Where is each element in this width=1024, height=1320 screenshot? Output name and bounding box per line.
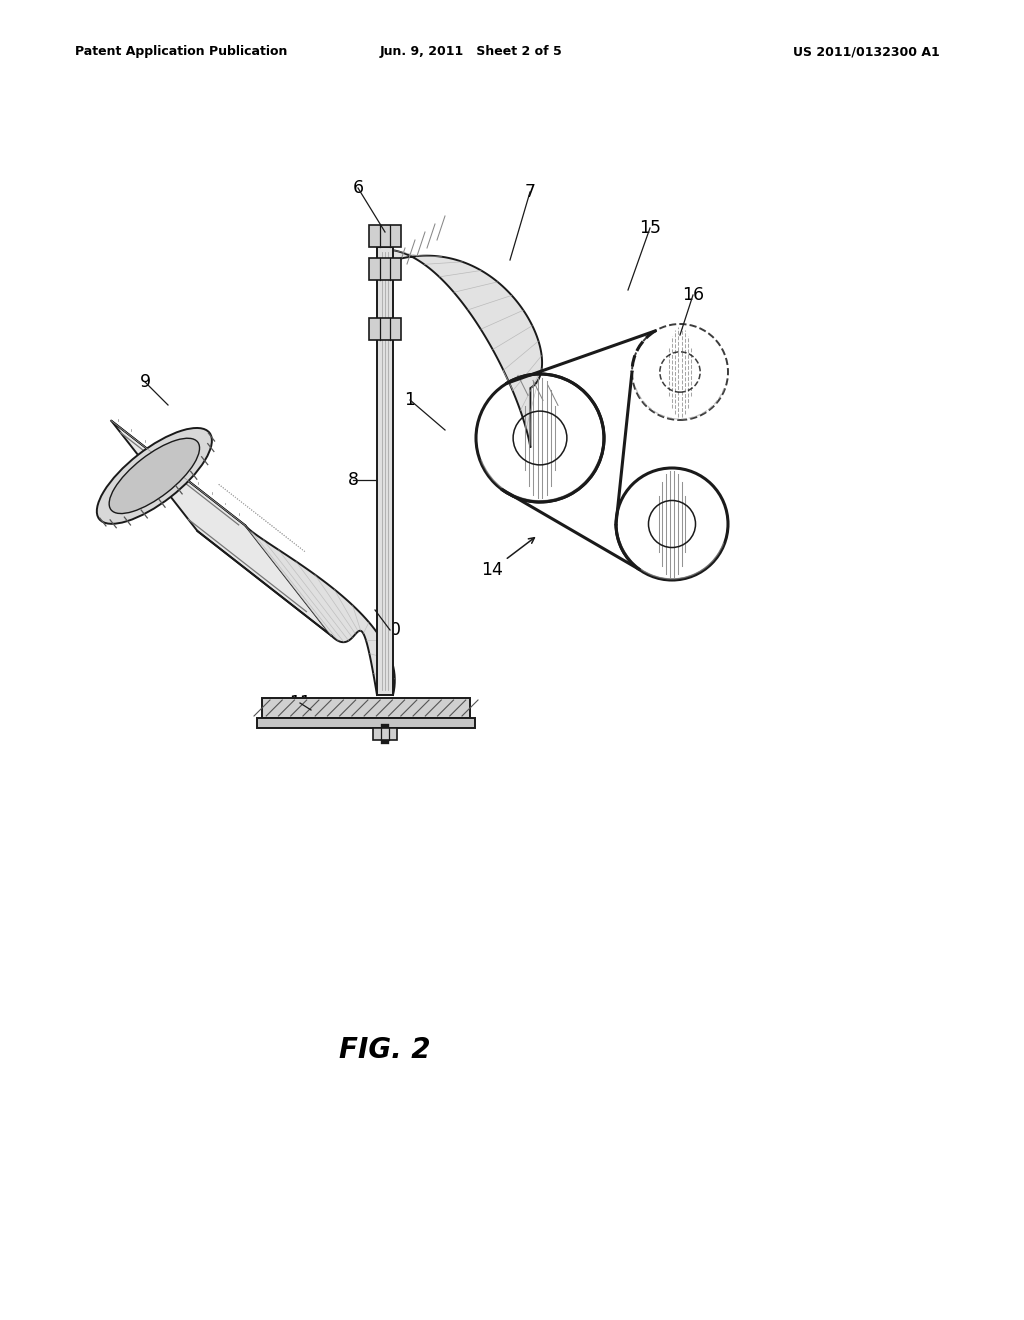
Bar — [369, 224, 401, 247]
Text: 7: 7 — [524, 183, 536, 201]
Polygon shape — [245, 525, 395, 696]
Text: 16: 16 — [682, 286, 705, 304]
Text: 9: 9 — [139, 374, 151, 391]
Bar — [369, 318, 401, 341]
Bar — [257, 718, 475, 729]
Text: 11: 11 — [289, 694, 311, 711]
Bar — [262, 698, 470, 718]
Polygon shape — [378, 249, 542, 447]
Text: 14: 14 — [481, 561, 503, 579]
Text: 6: 6 — [352, 180, 364, 197]
Bar — [377, 247, 393, 696]
Polygon shape — [112, 421, 332, 636]
Text: US 2011/0132300 A1: US 2011/0132300 A1 — [794, 45, 940, 58]
Text: 1: 1 — [404, 391, 416, 409]
Text: 8: 8 — [347, 471, 358, 488]
Text: Jun. 9, 2011   Sheet 2 of 5: Jun. 9, 2011 Sheet 2 of 5 — [380, 45, 563, 58]
Ellipse shape — [97, 428, 212, 524]
Ellipse shape — [110, 438, 200, 513]
Text: Patent Application Publication: Patent Application Publication — [75, 45, 288, 58]
Text: 10: 10 — [379, 620, 401, 639]
Text: FIG. 2: FIG. 2 — [339, 1036, 431, 1064]
Text: 15: 15 — [639, 219, 662, 238]
Bar — [373, 729, 397, 741]
Bar — [369, 257, 401, 280]
